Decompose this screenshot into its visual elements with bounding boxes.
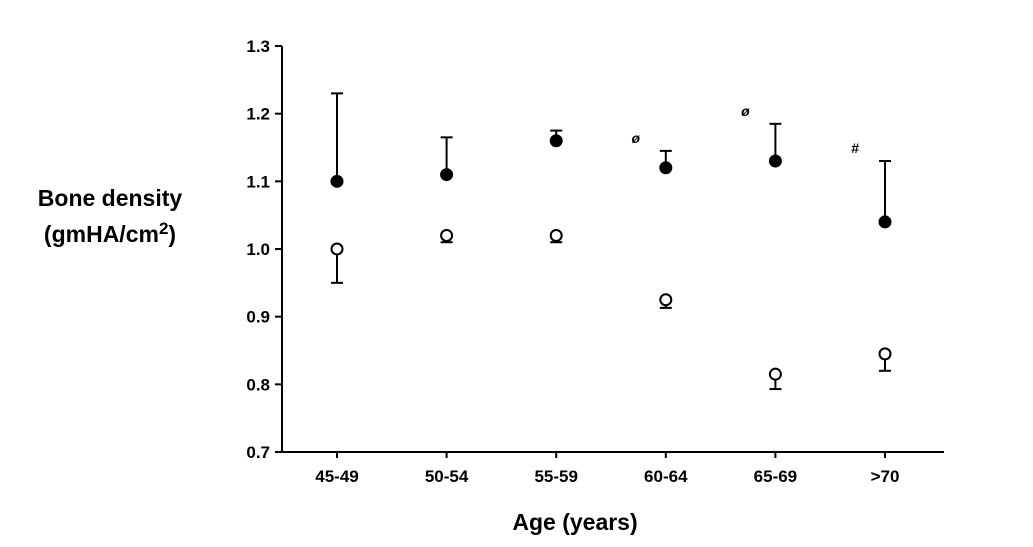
y-axis-title-line1: Bone density — [38, 185, 183, 211]
data-point-open — [878, 347, 892, 361]
x-tick-label: 65-69 — [754, 467, 797, 486]
annotation-layer: ø ø # — [632, 103, 860, 156]
data-point-open — [549, 228, 563, 242]
significance-marker: ø — [632, 130, 641, 146]
y-tick-label: 0.7 — [246, 443, 270, 462]
data-point-filled — [440, 168, 454, 182]
x-tick-label: 50-54 — [425, 467, 469, 486]
x-tick-group: 45-49 50-54 55-59 60-64 65-69 >70 — [315, 452, 899, 486]
y-axis-title-line2: (gmHA/cm2) — [44, 219, 176, 247]
data-point-filled — [878, 215, 892, 229]
data-point-open — [330, 242, 344, 256]
x-tick-label: 45-49 — [315, 467, 358, 486]
y-axis-title-suffix: ) — [168, 221, 176, 247]
y-tick-label: 1.3 — [246, 37, 270, 56]
x-tick-label: 55-59 — [534, 467, 577, 486]
y-tick-label: 0.9 — [246, 308, 270, 327]
y-tick-label: 1.2 — [246, 105, 270, 124]
significance-marker: ø — [741, 103, 750, 119]
y-tick-group: 0.7 0.8 0.9 1.0 1.1 1.2 1.3 — [246, 37, 282, 462]
y-tick-label: 0.8 — [246, 375, 270, 394]
x-tick-label: 60-64 — [644, 467, 688, 486]
data-point-open — [440, 228, 454, 242]
series-layer — [330, 92, 892, 391]
y-tick-label: 1.1 — [246, 172, 270, 191]
data-point-open — [768, 367, 782, 381]
significance-marker: # — [851, 140, 859, 156]
y-axis-title-prefix: (gmHA/cm — [44, 221, 159, 247]
data-point-open — [659, 293, 673, 307]
data-point-filled — [330, 174, 344, 188]
axes — [281, 46, 944, 453]
series-open-circle — [330, 228, 892, 391]
data-point-filled — [549, 134, 563, 148]
data-point-filled — [768, 154, 782, 168]
y-axis-title-superscript: 2 — [159, 219, 168, 238]
y-tick-label: 1.0 — [246, 240, 270, 259]
series-filled-circle — [330, 92, 892, 229]
x-axis-title: Age (years) — [512, 509, 637, 535]
data-point-filled — [659, 161, 673, 175]
x-tick-label: >70 — [871, 467, 900, 486]
